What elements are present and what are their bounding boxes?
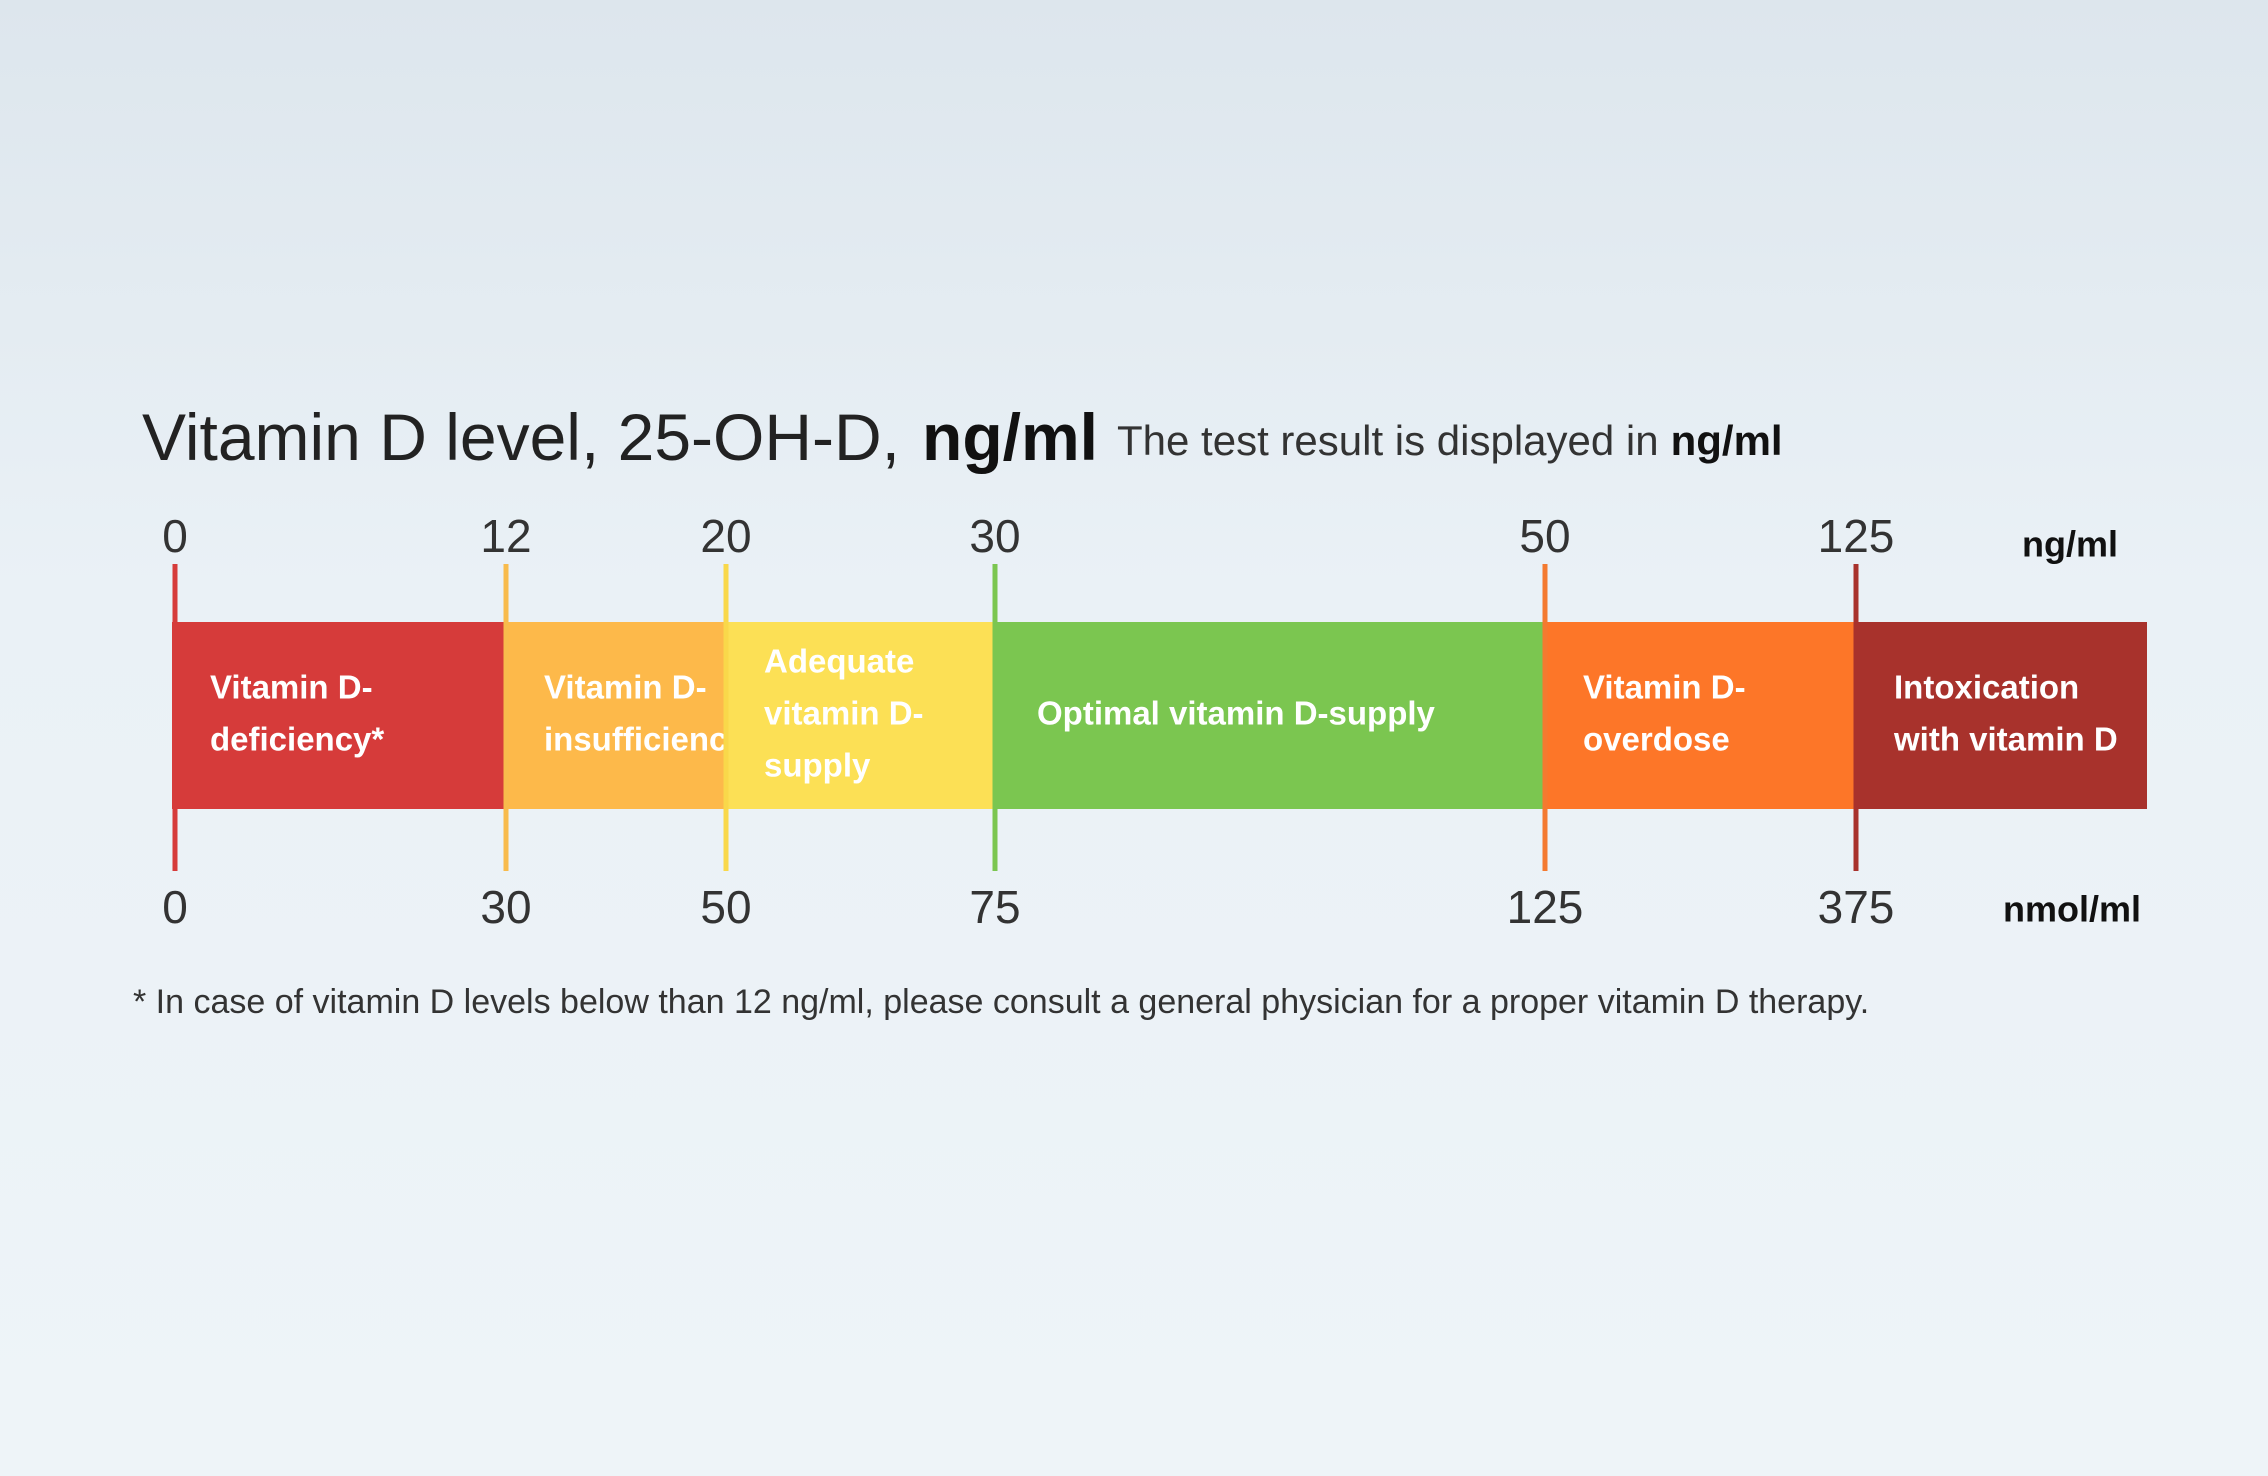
segment <box>506 622 727 809</box>
top-tick-label: 125 <box>1818 510 1895 562</box>
top-tick-label: 20 <box>700 510 751 562</box>
segment-label: Vitamin D- <box>1583 669 1746 706</box>
segment-label: supply <box>764 747 871 784</box>
top-tick-label: 30 <box>969 510 1020 562</box>
segment <box>726 622 996 809</box>
subtitle: The test result is displayed in ng/ml <box>1117 417 1783 464</box>
segment-label: Adequate <box>764 643 914 680</box>
segment-label: Vitamin D- <box>544 669 707 706</box>
subtitle-unit: ng/ml <box>1671 417 1783 464</box>
title-text: Vitamin D level, 25-OH-D, <box>142 400 900 474</box>
footnote: * In case of vitamin D levels below than… <box>133 983 1869 1021</box>
bottom-tick-label: 75 <box>969 881 1020 933</box>
top-tick-label: 50 <box>1519 510 1570 562</box>
segment-label: Vitamin D- <box>210 669 373 706</box>
bottom-tick-label: 50 <box>700 881 751 933</box>
segment-label: deficiency* <box>210 721 384 758</box>
segment-label: insufficiency <box>544 721 746 758</box>
title-unit: ng/ml <box>922 400 1098 474</box>
top-tick-label: 12 <box>480 510 531 562</box>
segment-label: Intoxication <box>1894 669 2079 706</box>
segment <box>1856 622 2147 809</box>
bottom-tick-label: 375 <box>1818 881 1895 933</box>
bottom-tick-label: 0 <box>162 881 188 933</box>
bottom-tick-label: 125 <box>1507 881 1584 933</box>
segment-label: Optimal vitamin D-supply <box>1037 695 1436 732</box>
segment <box>172 622 507 809</box>
top-unit: ng/ml <box>2022 524 2118 565</box>
segment-label: with vitamin D <box>1893 721 2118 758</box>
segment-label: overdose <box>1583 721 1730 758</box>
top-tick-label: 0 <box>162 510 188 562</box>
bottom-tick-label: 30 <box>480 881 531 933</box>
subtitle-text: The test result is displayed in <box>1117 417 1659 464</box>
segment <box>995 622 1546 809</box>
segment-label: vitamin D- <box>764 695 924 732</box>
bottom-unit: nmol/ml <box>2003 889 2141 930</box>
title: Vitamin D level, 25-OH-D, ng/ml <box>142 400 1098 474</box>
segment <box>1545 622 1857 809</box>
